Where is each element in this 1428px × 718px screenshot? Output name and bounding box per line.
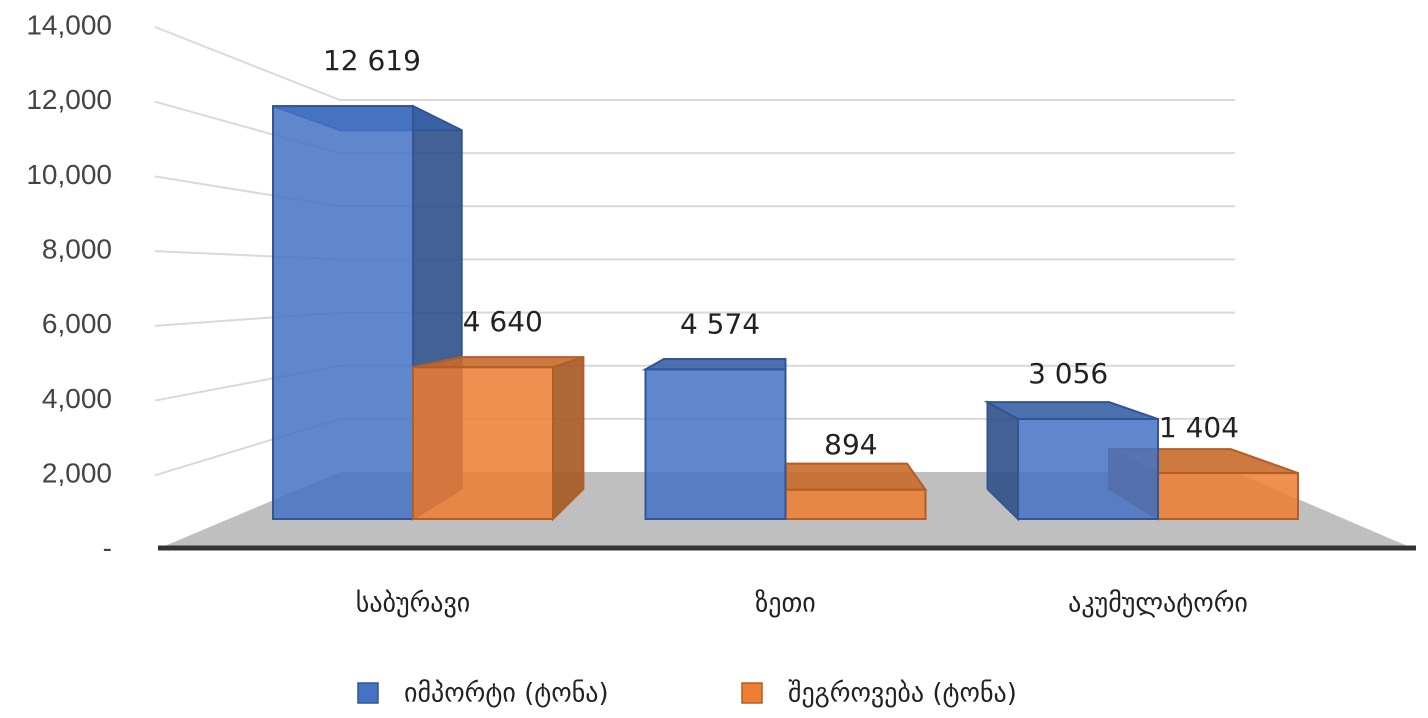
- bar-front: [1017, 418, 1159, 520]
- y-tick-label: 6,000: [42, 308, 112, 339]
- bar: [641, 357, 787, 521]
- bar-front: [784, 488, 927, 520]
- bar-top: [641, 357, 787, 371]
- y-tick-label: 8,000: [42, 234, 112, 265]
- legend-swatch: [741, 682, 763, 704]
- legend-swatch: [357, 682, 379, 704]
- y-tick-label: 12,000: [26, 84, 112, 115]
- y-tick-label: 14,000: [26, 9, 112, 40]
- bar: [412, 355, 585, 522]
- value-label: 894: [824, 428, 877, 461]
- x-tick-label: აკუმულატორი: [1068, 589, 1248, 619]
- y-tick-label: -: [103, 532, 112, 563]
- x-tick-label: ზეთი: [755, 589, 816, 619]
- bar-front: [272, 105, 414, 520]
- y-tick-label: 4,000: [42, 383, 112, 414]
- bar-front: [1157, 472, 1299, 521]
- bar-side: [552, 355, 585, 522]
- grid-line: [154, 26, 1235, 101]
- bar-front: [412, 366, 554, 520]
- value-label: 4 640: [463, 305, 543, 338]
- bar-top: [784, 462, 928, 491]
- bar-top: [983, 401, 1159, 421]
- x-tick-label: საბურავი: [356, 589, 471, 619]
- value-label: 1 404: [1159, 411, 1239, 444]
- value-label: 12 619: [323, 44, 421, 77]
- bar-front: [644, 368, 787, 521]
- bar: [272, 104, 463, 521]
- y-tick-label: 10,000: [26, 159, 112, 190]
- bar: [784, 462, 928, 520]
- legend-label: შეგროვება (ტონა): [788, 679, 1017, 709]
- legend-label: იმპორტი (ტონა): [404, 679, 609, 709]
- y-tick-label: 2,000: [42, 458, 112, 489]
- bar: [983, 400, 1159, 522]
- value-label: 3 056: [1028, 357, 1108, 390]
- value-label: 4 574: [680, 307, 760, 340]
